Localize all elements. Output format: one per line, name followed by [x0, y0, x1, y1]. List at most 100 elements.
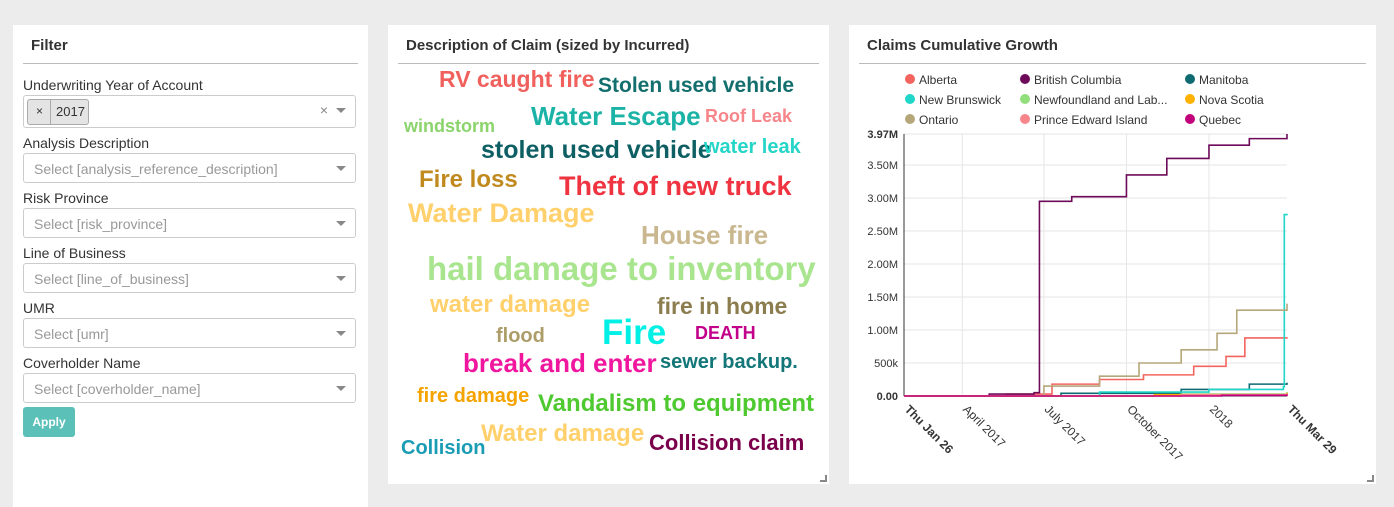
cloud-word[interactable]: sewer backup. [660, 351, 798, 373]
chevron-down-icon[interactable] [336, 166, 346, 171]
coverholder-name-placeholder: Select [coverholder_name] [34, 381, 201, 397]
cloud-word[interactable]: Theft of new truck [559, 171, 792, 201]
legend-swatch [1185, 114, 1195, 124]
cloud-word[interactable]: hail damage to inventory [427, 250, 816, 287]
filter-panel: Filter Underwriting Year of Account × 20… [13, 25, 368, 507]
analysis-description-placeholder: Select [analysis_reference_description] [34, 161, 278, 177]
cloud-word[interactable]: water damage [430, 291, 591, 318]
legend-label: Quebec [1199, 113, 1242, 127]
x-tick-label: Thu Mar 29 [1285, 402, 1340, 457]
risk-province-placeholder: Select [risk_province] [34, 216, 168, 232]
x-tick-label: April 2017 [960, 402, 1008, 450]
legend-swatch [1020, 94, 1030, 104]
filter-title: Filter [31, 37, 68, 54]
underwriting-year-label: Underwriting Year of Account [23, 77, 203, 93]
legend-swatch [1185, 74, 1195, 84]
y-tick-label: 2.00M [867, 259, 898, 271]
cloud-word[interactable]: water leak [704, 136, 801, 158]
cloud-word[interactable]: fire damage [417, 385, 530, 407]
x-tick-label: July 2017 [1042, 402, 1088, 448]
cloud-word[interactable]: stolen used vehicle [481, 136, 712, 164]
growth-chart-divider [859, 63, 1366, 64]
legend-swatch [905, 114, 915, 124]
series-line [904, 337, 1288, 397]
word-cloud-panel: Description of Claim (sized by Incurred)… [388, 25, 829, 484]
resize-handle[interactable] [820, 475, 827, 482]
cloud-word[interactable]: windstorm [404, 116, 496, 136]
legend-swatch [905, 94, 915, 104]
chevron-down-icon[interactable] [336, 331, 346, 336]
line-of-business-placeholder: Select [line_of_business] [34, 271, 189, 287]
cloud-word[interactable]: House fire [641, 220, 769, 250]
legend-label: New Brunswick [919, 93, 1002, 107]
underwriting-year-select[interactable]: × 2017 × [23, 95, 356, 128]
cloud-word[interactable]: Stolen used vehicle [598, 74, 795, 97]
series-line [904, 382, 1288, 397]
risk-province-select[interactable]: Select [risk_province] [23, 208, 356, 238]
tag-divider [50, 100, 51, 124]
y-tick-label: 1.50M [867, 292, 898, 304]
cloud-word[interactable]: DEATH [695, 323, 756, 343]
legend-swatch [1020, 114, 1030, 124]
risk-province-label: Risk Province [23, 190, 109, 206]
resize-handle[interactable] [1367, 475, 1374, 482]
line-of-business-label: Line of Business [23, 245, 126, 261]
legend-label: Newfoundland and Lab... [1034, 93, 1168, 107]
legend-label: Manitoba [1199, 73, 1249, 87]
umr-select[interactable]: Select [umr] [23, 318, 356, 348]
x-tick-label: 2018 [1207, 402, 1236, 431]
cloud-word[interactable]: break and enter [463, 348, 657, 378]
line-of-business-select[interactable]: Select [line_of_business] [23, 263, 356, 293]
analysis-description-select[interactable]: Select [analysis_reference_description] [23, 153, 356, 183]
growth-chart-title: Claims Cumulative Growth [867, 37, 1058, 54]
chevron-down-icon[interactable] [336, 276, 346, 281]
word-cloud-title: Description of Claim (sized by Incurred) [406, 37, 690, 54]
cloud-word[interactable]: Water Damage [408, 198, 595, 228]
cloud-word[interactable]: Vandalism to equipment [538, 390, 815, 417]
coverholder-name-select[interactable]: Select [coverholder_name] [23, 373, 356, 403]
cloud-word[interactable]: Collision claim [649, 430, 805, 455]
cloud-word[interactable]: RV caught fire [439, 66, 595, 92]
year-tag-value: 2017 [56, 104, 85, 119]
clear-selection-icon[interactable]: × [319, 102, 328, 118]
cloud-word[interactable]: flood [496, 325, 545, 347]
cloud-word[interactable]: Water damage [481, 420, 645, 447]
umr-placeholder: Select [umr] [34, 326, 109, 342]
growth-chart-panel: Claims Cumulative Growth Alberta British … [849, 25, 1376, 484]
umr-label: UMR [23, 300, 55, 316]
apply-button[interactable]: Apply [23, 407, 75, 437]
y-tick-label: 500k [874, 358, 898, 370]
cloud-word[interactable]: fire in home [657, 293, 788, 319]
series-line [904, 394, 1288, 397]
year-tag: × 2017 [27, 99, 89, 125]
legend-label: Ontario [919, 113, 959, 127]
y-tick-label: 3.97M [867, 129, 898, 141]
cloud-word[interactable]: Water Escape [531, 101, 701, 131]
series-line [904, 213, 1288, 397]
cloud-word[interactable]: Fire loss [419, 166, 518, 193]
analysis-description-label: Analysis Description [23, 135, 150, 151]
cloud-word[interactable]: Collision [401, 437, 486, 459]
legend-swatch [905, 74, 915, 84]
y-tick-label: 3.50M [867, 160, 898, 172]
cloud-word[interactable]: Fire [602, 313, 667, 352]
series-line [904, 134, 1288, 397]
coverholder-name-label: Coverholder Name [23, 355, 141, 371]
chevron-down-icon[interactable] [336, 221, 346, 226]
chevron-down-icon[interactable] [336, 108, 346, 113]
y-tick-label: 0.00 [877, 391, 898, 403]
chevron-down-icon[interactable] [336, 386, 346, 391]
legend-label: Nova Scotia [1199, 93, 1264, 107]
filter-divider [23, 63, 358, 64]
legend-label: Prince Edward Island [1034, 113, 1148, 127]
series-line [904, 303, 1288, 397]
x-tick-label: October 2017 [1124, 402, 1186, 464]
legend-label: British Columbia [1034, 73, 1122, 87]
legend-swatch [1020, 74, 1030, 84]
remove-tag-icon[interactable]: × [36, 104, 44, 118]
y-tick-label: 3.00M [867, 193, 898, 205]
y-tick-label: 2.50M [867, 226, 898, 238]
cumulative-growth-chart: 0.00 500k 1.00M 1.50M 2.00M 2.50M 3.00M 3.50M 3.… [867, 129, 1340, 464]
x-tick-label: Thu Jan 26 [902, 402, 956, 456]
cloud-word[interactable]: Roof Leak [705, 106, 793, 126]
